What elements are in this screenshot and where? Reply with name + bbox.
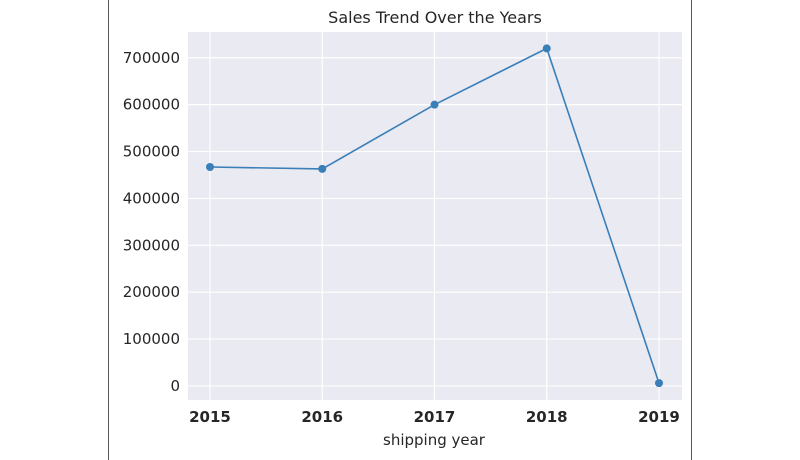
y-tick-labels: 0 100000 200000 300000 400000 500000 600000 700…	[123, 49, 180, 395]
x-axis-label: shipping year	[383, 431, 486, 449]
x-tick-label: 2015	[189, 408, 231, 426]
y-tick-label: 200000	[123, 283, 180, 301]
x-tick-label: 2017	[414, 408, 456, 426]
y-tick-label: 300000	[123, 236, 180, 254]
data-point	[542, 44, 551, 53]
x-tick-label: 2019	[638, 408, 680, 426]
figure-frame	[108, 0, 692, 460]
x-tick-labels: 2015 2016 2017 2018 2019	[189, 408, 680, 426]
chart-title: Sales Trend Over the Years	[328, 8, 542, 27]
y-tick-label: 500000	[123, 143, 180, 161]
data-point	[430, 100, 439, 109]
series-layer	[206, 44, 663, 388]
data-point	[206, 163, 214, 172]
data-point	[318, 164, 327, 173]
y-tick-label: 700000	[123, 49, 180, 67]
y-tick-label: 600000	[123, 96, 180, 114]
data-point	[655, 379, 663, 388]
y-tick-label: 0	[170, 377, 180, 395]
y-tick-label: 400000	[123, 189, 180, 207]
x-tick-label: 2016	[301, 408, 343, 426]
x-tick-label: 2018	[526, 408, 568, 426]
y-tick-label: 100000	[123, 330, 180, 348]
